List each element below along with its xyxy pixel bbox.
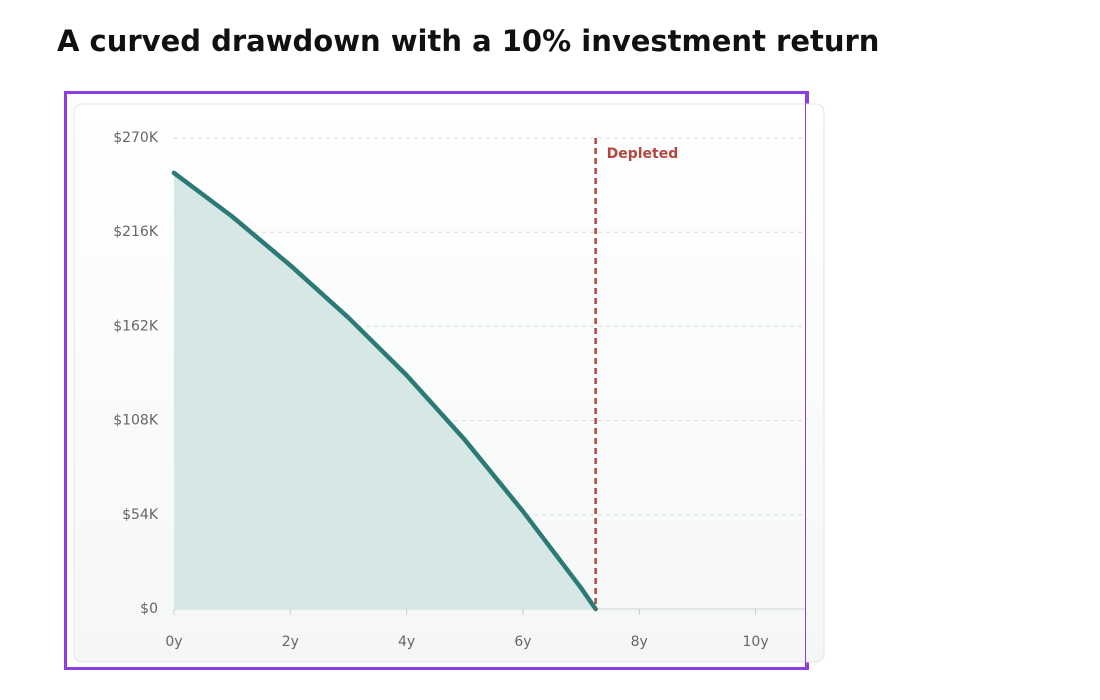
y-tick-label: $0	[140, 601, 158, 617]
x-tick-label: 0y	[165, 634, 182, 650]
x-tick-label: 10y	[743, 634, 769, 650]
x-tick-label: 2y	[282, 634, 299, 650]
x-tick-label: 8y	[631, 634, 648, 650]
annotation-label: Depleted	[607, 146, 679, 162]
y-tick-label: $216K	[113, 224, 159, 240]
chart-title: A curved drawdown with a 10% investment …	[57, 24, 879, 58]
frame-edge	[805, 94, 806, 667]
y-tick-label: $54K	[122, 507, 159, 523]
y-tick-label: $162K	[113, 318, 159, 334]
y-tick-label: $270K	[113, 130, 159, 146]
x-tick-label: 4y	[398, 634, 415, 650]
line	[171, 170, 598, 612]
area	[174, 172, 596, 609]
x-tick-label: 6y	[514, 634, 531, 650]
y-tick-label: $108K	[113, 413, 159, 429]
